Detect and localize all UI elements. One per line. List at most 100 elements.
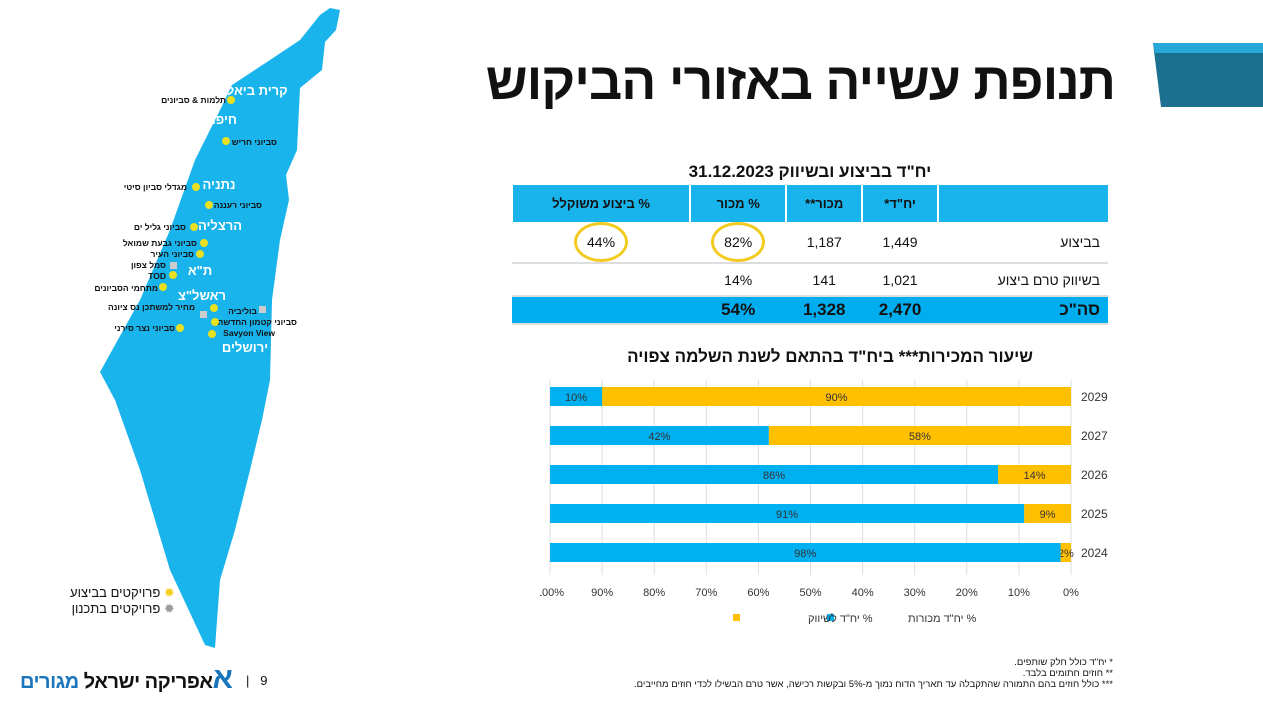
- project-label: סביוני נצר סירני: [114, 323, 175, 333]
- footnote: ** חוזים חתומים בלבד.: [1022, 668, 1113, 679]
- project-label: מתחמי הסביונים: [94, 283, 158, 293]
- x-tick-label: 10%: [1008, 587, 1030, 599]
- project-label: סביוני גליל ים: [134, 222, 186, 232]
- project-label: סביוני גבעת שמואל: [123, 238, 197, 248]
- active-project-markers: [159, 96, 235, 338]
- units-table: יח"ד* מכור**% מכור% ביצוע משוקלל בביצוע 1,…: [510, 185, 1108, 325]
- chart-title: שיעור המכירות*** ביח"ד בהתאם לשנת השלמה …: [627, 347, 1033, 366]
- sun-planned-icon: ✹: [163, 601, 175, 616]
- cell: [512, 296, 691, 325]
- city-label: ירושלים: [222, 340, 268, 355]
- header-units: יח"ד*: [861, 185, 938, 222]
- header-pct-sold: % מכור: [689, 185, 787, 222]
- x-tick-label: 20%: [956, 587, 978, 599]
- highlighted-cell: 44%: [574, 222, 629, 262]
- city-label: הרצליה: [198, 218, 242, 233]
- bar-segment: [550, 543, 1061, 562]
- cell: 1,449: [862, 222, 938, 264]
- project-label: סביוני חריש: [232, 137, 277, 147]
- cell: 1,021: [862, 263, 938, 297]
- legend-planned: פרויקטים בתכנון: [71, 601, 161, 616]
- data-label: 2%: [1058, 548, 1074, 560]
- x-tick-label: 60%: [747, 587, 769, 599]
- data-label: 10%: [565, 392, 587, 404]
- cell: 1,328: [786, 296, 863, 325]
- header: [937, 185, 1108, 222]
- project-label: תלמות & סביונים: [161, 95, 226, 105]
- page-title: תנופת עשייה באזורי הביקוש: [485, 53, 1116, 111]
- table-row: בשיווק טרם ביצוע 1,021 141 14%: [512, 263, 1108, 297]
- cell: 141: [786, 263, 863, 297]
- bar-segment: [1024, 504, 1071, 523]
- header-weighted: % ביצוע משוקלל: [510, 185, 691, 222]
- project-label: סביוני העיר: [151, 249, 195, 259]
- data-label: 9%: [1040, 509, 1056, 521]
- project-label: בוליביה: [228, 306, 257, 316]
- y-tick-label: 2029: [1081, 390, 1108, 404]
- logo-mark: א: [212, 662, 233, 695]
- footnotes: * יח"ד כולל חלק שותפים. ** חוזים חתומים ב…: [634, 657, 1113, 690]
- map-legend: ✹ פרויקטים בביצוע ✹ פרויקטים בתכנון: [70, 585, 175, 617]
- bar-segment: [1060, 543, 1071, 562]
- bar-segment: [550, 465, 999, 484]
- data-label: 42%: [648, 431, 670, 443]
- city-label: ת"א: [188, 263, 212, 278]
- y-tick-label: 2025: [1081, 507, 1108, 521]
- legend-label: % יח"ד מכורות: [908, 613, 977, 625]
- bar-segment: [550, 387, 603, 406]
- row-label: סה"כ: [938, 296, 1108, 325]
- stacked-bar-chart: 0% 10% 20% 30% 40% 50% 60% 70% 80% 90% 100% 90% 10% 2…: [540, 380, 1108, 625]
- bar-segment: [768, 426, 1071, 445]
- footnote: * יח"ד כולל חלק שותפים.: [1014, 657, 1113, 668]
- project-label: סביוני קטמון החדשה: [218, 317, 297, 327]
- cell: 54%: [690, 296, 787, 325]
- logo-accent: מגורים: [20, 671, 79, 693]
- bar-segment: [550, 504, 1025, 523]
- project-label: סמל צפון: [131, 260, 166, 270]
- data-label: 14%: [1024, 470, 1046, 482]
- x-tick-label: 30%: [904, 587, 926, 599]
- table-row: בביצוע 1,449 1,187 82% 44%: [512, 222, 1108, 264]
- cell: 2,470: [862, 296, 938, 325]
- x-tick-label: 70%: [695, 587, 717, 599]
- x-tick-label: 50%: [799, 587, 821, 599]
- table-title: יח"ד בביצוע ובשיווק 31.12.2023: [688, 162, 932, 181]
- data-label: 98%: [794, 548, 816, 560]
- city-label: חיפה: [207, 112, 237, 127]
- x-tick-label: 90%: [591, 587, 613, 599]
- x-tick-label: 100%: [540, 587, 564, 599]
- legend-swatch: [827, 614, 834, 621]
- corner-decoration: [1153, 43, 1263, 107]
- y-tick-label: 2027: [1081, 429, 1108, 443]
- y-tick-label: 2026: [1081, 468, 1108, 482]
- cell: 14%: [690, 263, 787, 297]
- city-label: ראשל"צ: [178, 288, 226, 303]
- planned-project-markers: [170, 262, 266, 318]
- project-label: מחיר למשתכן נס ציונה: [108, 302, 195, 312]
- city-labels: קרית ביאליק חיפה נתניה הרצליה ת"א ראשל"צ…: [178, 83, 288, 355]
- data-label: 58%: [909, 431, 931, 443]
- data-label: 91%: [776, 509, 798, 521]
- page-number: | 9: [246, 673, 268, 688]
- y-tick-label: 2024: [1081, 546, 1108, 560]
- bar-segment: [998, 465, 1071, 484]
- data-label: 86%: [763, 470, 785, 482]
- x-tick-label: 40%: [852, 587, 874, 599]
- legend-active: פרויקטים בביצוע: [70, 585, 161, 600]
- bar-segment: [602, 387, 1071, 406]
- sun-active-icon: ✹: [163, 585, 175, 600]
- data-label: 90%: [826, 392, 848, 404]
- page-number-value: 9: [260, 673, 268, 688]
- city-label: קרית ביאליק: [214, 83, 287, 98]
- map-land: [100, 8, 340, 648]
- table-total-row: סה"כ 2,470 1,328 54%: [512, 296, 1108, 325]
- legend-label: % יח"ד לשיווק: [808, 612, 873, 625]
- project-label: סביוני רעננה: [214, 200, 262, 210]
- project-label: TOD: [148, 271, 166, 281]
- x-tick-label: 0%: [1063, 587, 1079, 599]
- logo-text: אפריקה ישראל: [83, 671, 213, 693]
- x-tick-label: 80%: [643, 587, 665, 599]
- row-label: בביצוע: [938, 222, 1108, 264]
- footnote: *** כולל חוזים בהם התמורה שהתקבלה עד תאר…: [634, 679, 1113, 690]
- highlighted-cell: 82%: [711, 222, 766, 262]
